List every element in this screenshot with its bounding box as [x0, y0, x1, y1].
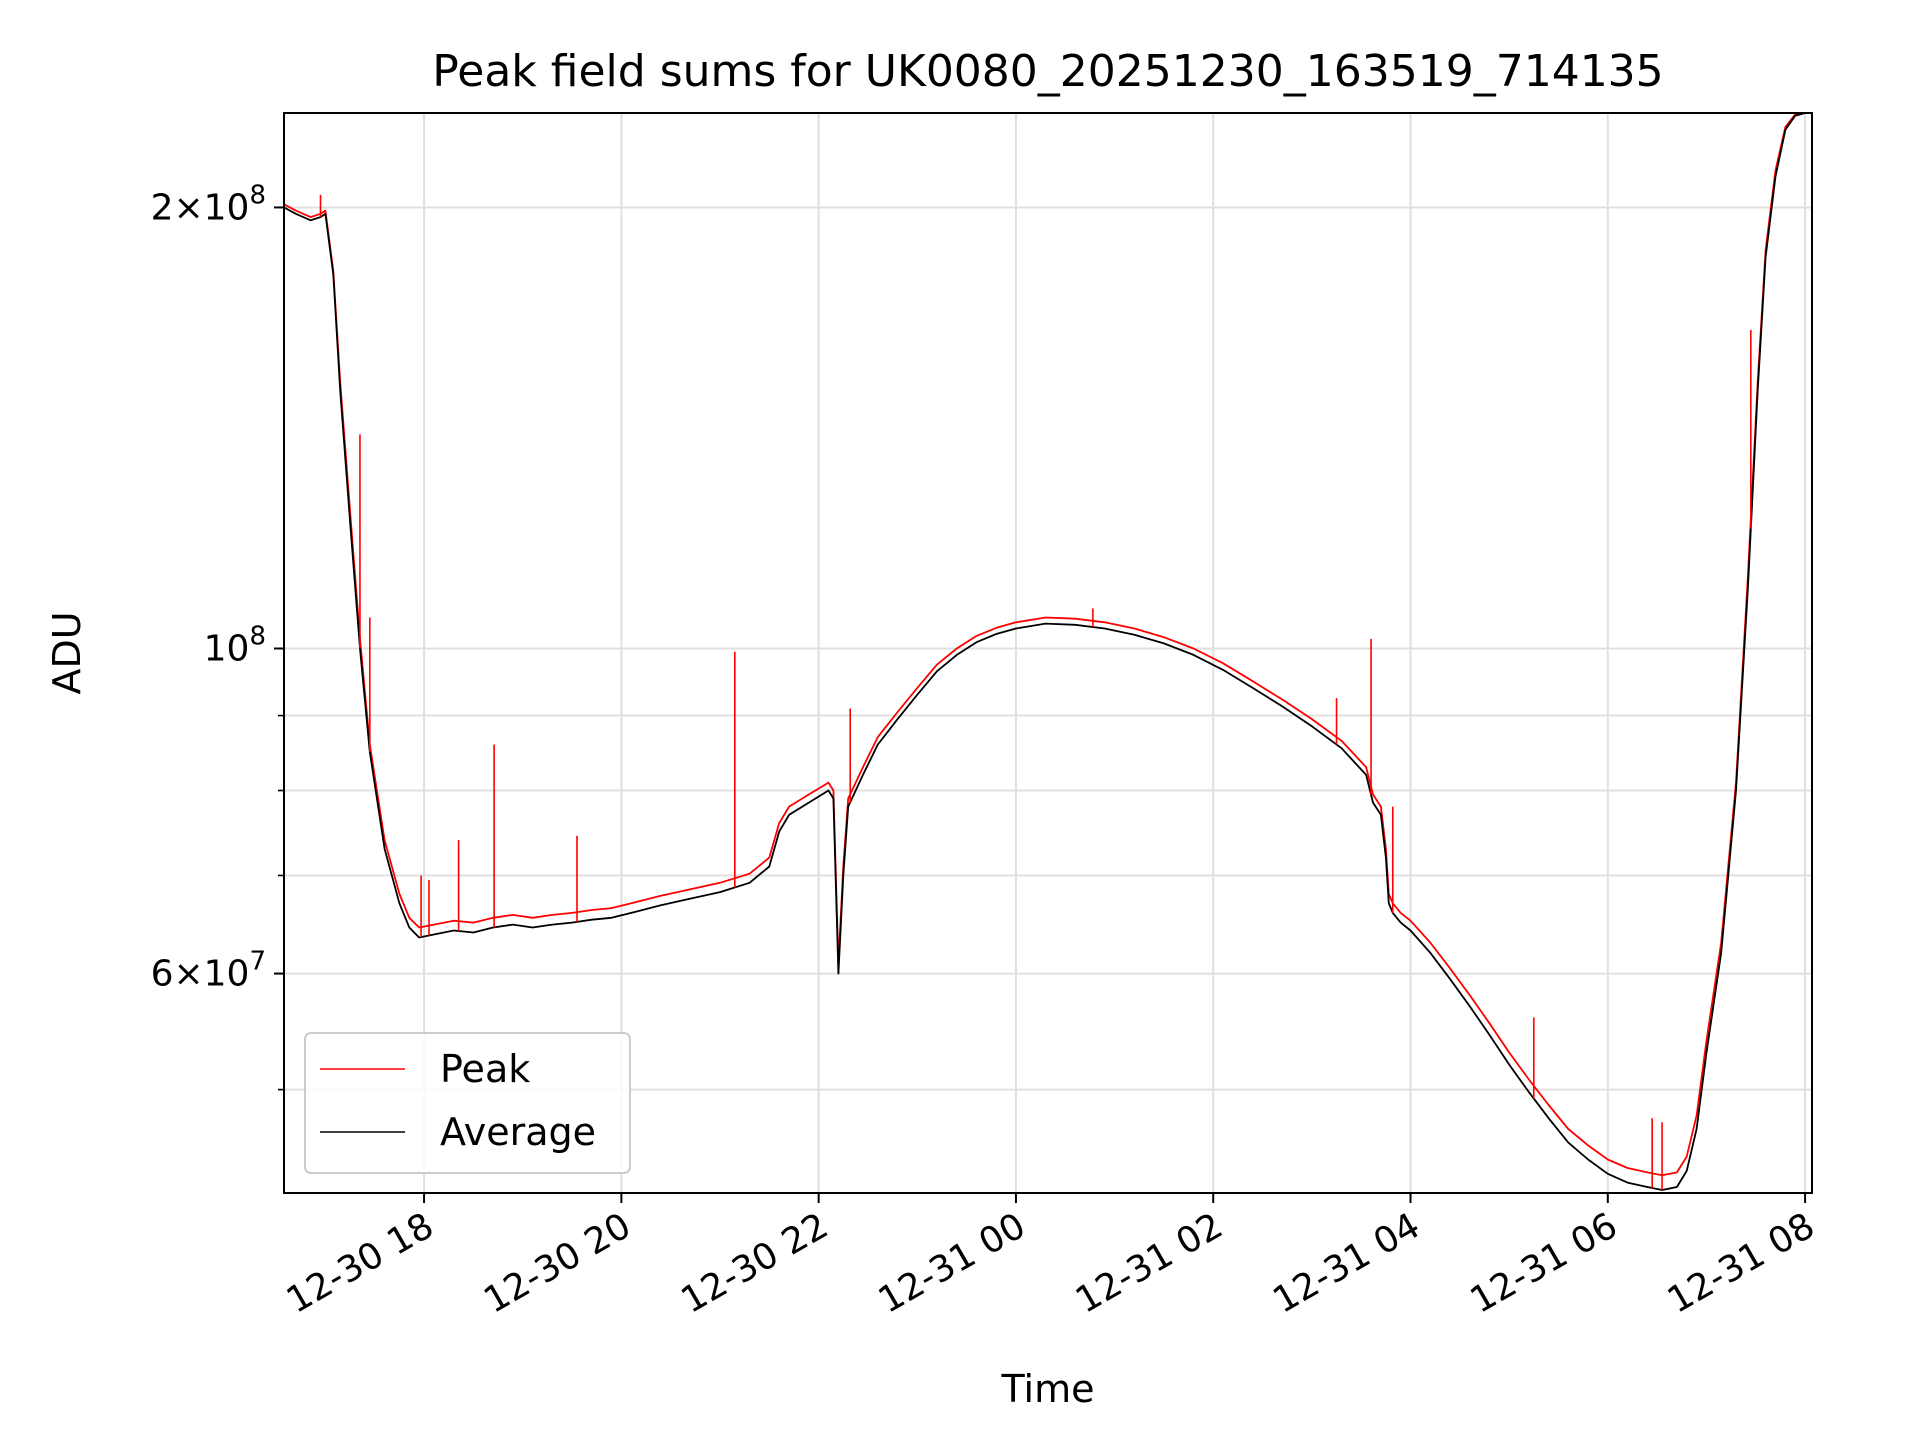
legend-box	[304, 1032, 631, 1174]
plot-frame	[283, 112, 1813, 1194]
y-axis-label: ADU	[45, 611, 89, 694]
legend-peak-label: Peak	[440, 1047, 530, 1091]
legend-average-label: Average	[440, 1110, 596, 1154]
y-tick-label: 2×108	[151, 180, 266, 228]
series-layer	[284, 113, 1812, 1191]
series-line-peak	[284, 113, 1812, 1177]
x-axis-label: Time	[1001, 1367, 1095, 1411]
legend: Peak Average	[304, 1032, 631, 1174]
chart-title: Peak field sums for UK0080_20251230_1635…	[432, 46, 1663, 97]
y-tick-label: 6×107	[151, 947, 266, 995]
series-line-average	[284, 113, 1812, 1191]
